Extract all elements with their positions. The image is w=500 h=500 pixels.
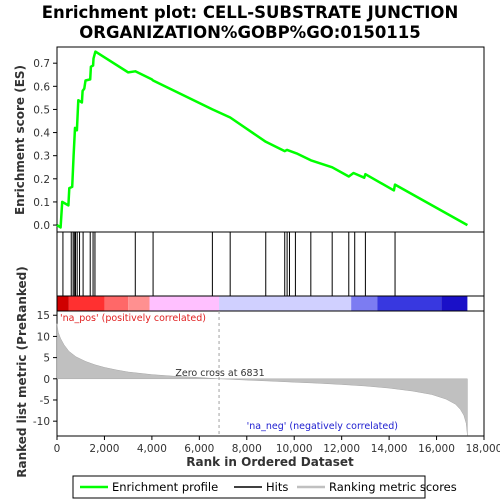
metric-x-tick-label: 6,000 bbox=[184, 443, 214, 455]
es-y-tick-label: 0.0 bbox=[33, 220, 50, 232]
metric-x-tick-label: 0 bbox=[54, 443, 61, 455]
chart-title-line-1: Enrichment plot: CELL-SUBSTRATE JUNCTION bbox=[42, 3, 459, 22]
es-y-tick-label: 0.7 bbox=[33, 58, 50, 70]
metric-y-axis-label: Ranked list metric (PreRanked) bbox=[15, 266, 29, 478]
metric-x-tick-label: 2,000 bbox=[89, 443, 119, 455]
metric-x-tick-label: 4,000 bbox=[137, 443, 167, 455]
positive-correlation-label: 'na_pos' (positively correlated) bbox=[60, 313, 206, 324]
hits-panel bbox=[57, 232, 484, 296]
zero-cross-label: Zero cross at 6831 bbox=[175, 368, 264, 379]
legend-label-enrichment-profile: Enrichment profile bbox=[112, 480, 218, 494]
rank-colorbar-panel bbox=[57, 296, 484, 311]
colorbar-segment bbox=[104, 296, 128, 311]
metric-y-tick-label: 15 bbox=[37, 310, 50, 322]
metric-y-tick-label: -10 bbox=[33, 416, 50, 428]
colorbar-segment bbox=[57, 296, 69, 311]
metric-x-tick-label: 12,000 bbox=[323, 443, 360, 455]
es-y-axis-label: Enrichment score (ES) bbox=[13, 65, 27, 215]
es-y-tick-label: 0.2 bbox=[33, 174, 50, 186]
colorbar-segment bbox=[219, 296, 351, 311]
chart-title-line-2: ORGANIZATION%GOBP%GO:0150115 bbox=[79, 23, 421, 42]
metric-y-tick-label: 0 bbox=[43, 374, 50, 386]
rank-colorbar bbox=[57, 296, 467, 311]
metric-y-axis: 15 10 5 0 -5 -10 bbox=[33, 310, 57, 428]
metric-x-axis-label: Rank in Ordered Dataset bbox=[186, 455, 354, 469]
metric-y-tick-label: 10 bbox=[37, 331, 50, 343]
colorbar-segment bbox=[69, 296, 105, 311]
hits-plot-frame bbox=[57, 232, 484, 296]
colorbar-segment bbox=[351, 296, 377, 311]
enrichment-plot-frame bbox=[57, 47, 484, 232]
enrichment-panel: 0.0 0.1 0.2 0.3 0.4 0.5 0.6 0.7 Enrichment scor… bbox=[13, 47, 484, 232]
es-y-tick-label: 0.5 bbox=[33, 104, 50, 116]
es-y-tick-label: 0.3 bbox=[33, 151, 50, 163]
negative-correlation-label: 'na_neg' (negatively correlated) bbox=[247, 421, 398, 432]
metric-x-tick-label: 14,000 bbox=[371, 443, 408, 455]
metric-y-tick-label: -5 bbox=[40, 395, 50, 407]
metric-x-tick-label: 8,000 bbox=[232, 443, 262, 455]
metric-x-tick-label: 16,000 bbox=[418, 443, 455, 455]
colorbar-segment bbox=[441, 296, 467, 311]
legend: Enrichment profile Hits Ranking metric s… bbox=[73, 476, 457, 498]
es-y-tick-label: 0.6 bbox=[33, 81, 50, 93]
colorbar-segment bbox=[377, 296, 441, 311]
metric-x-tick-label: 18,000 bbox=[466, 443, 500, 455]
es-y-axis: 0.0 0.1 0.2 0.3 0.4 0.5 0.6 0.7 bbox=[33, 58, 57, 232]
metric-y-tick-label: 5 bbox=[43, 353, 50, 365]
colorbar-segment bbox=[128, 296, 149, 311]
es-y-tick-label: 0.4 bbox=[33, 128, 50, 140]
metric-x-tick-label: 10,000 bbox=[276, 443, 313, 455]
es-y-tick-label: 0.1 bbox=[33, 197, 50, 209]
colorbar-segment bbox=[150, 296, 220, 311]
legend-label-hits: Hits bbox=[266, 480, 288, 494]
legend-label-ranking-metric: Ranking metric scores bbox=[329, 480, 457, 494]
metric-x-axis: 0 2,000 4,000 6,000 8,000 10,000 12,000 14,000 1… bbox=[54, 436, 500, 455]
